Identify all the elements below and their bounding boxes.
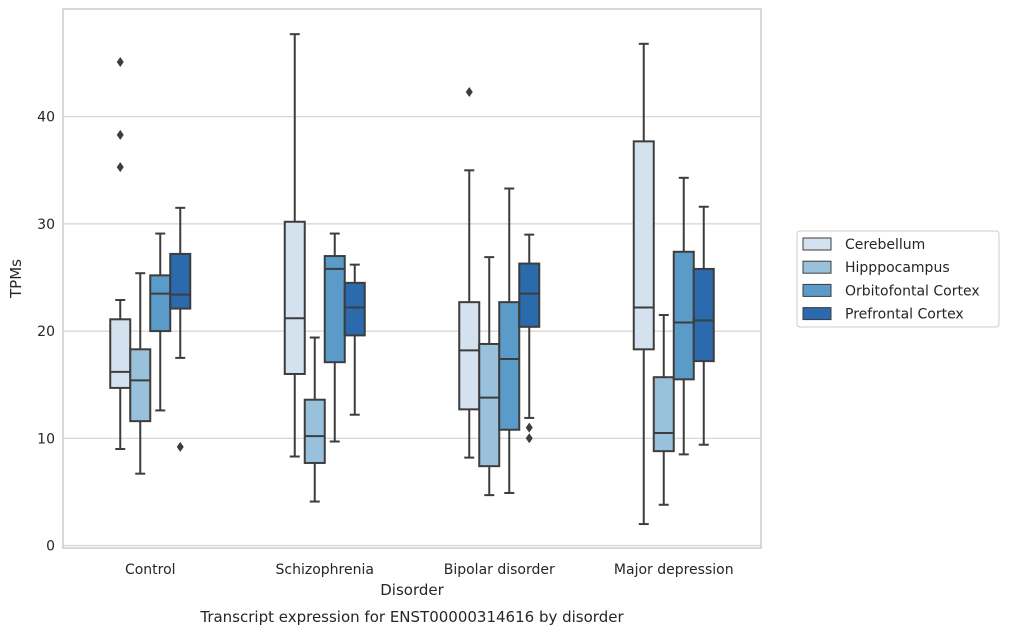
iqr-box: [283, 220, 306, 375]
legend-frame: [796, 230, 1000, 328]
iqr-box: [323, 255, 346, 364]
outlier-point: [525, 433, 533, 444]
outlier-point: [176, 441, 184, 452]
chart-caption: Transcript expression for ENST0000031461…: [199, 608, 624, 626]
iqr-box: [498, 301, 521, 431]
box-orbitofontal-cortex: [672, 176, 695, 456]
box-hipppocampus: [652, 314, 675, 506]
legend-swatch: [802, 260, 832, 274]
iqr-box: [518, 262, 541, 328]
box-cerebellum: [109, 57, 132, 451]
iqr-box: [343, 281, 366, 337]
outlier-point: [465, 87, 473, 98]
box-prefrontal-cortex: [343, 263, 366, 416]
outlier-point: [116, 57, 124, 68]
iqr-box: [149, 274, 172, 333]
box-prefrontal-cortex: [518, 233, 541, 444]
tick-labels: 0 10 20 30 40 Control Schizophrenia Bipolar dis…: [37, 110, 733, 578]
iqr-box: [632, 140, 655, 351]
box-hipppocampus: [303, 336, 326, 503]
box-cerebellum: [632, 42, 655, 526]
iqr-box: [652, 376, 675, 453]
legend-swatch: [802, 283, 832, 297]
legend-swatch: [802, 307, 832, 321]
y-tick-label: 0: [46, 539, 55, 555]
x-tick-label: Control: [125, 562, 176, 578]
box-hipppocampus: [129, 272, 152, 475]
y-tick-label: 30: [37, 217, 55, 233]
box-cerebellum: [283, 33, 306, 458]
iqr-box: [303, 398, 326, 464]
box-prefrontal-cortex: [692, 205, 715, 446]
legend-label: Orbitofontal Cortex: [845, 283, 980, 299]
plot-frame: [62, 8, 762, 549]
y-tick-label: 20: [37, 324, 55, 340]
box-prefrontal-cortex: [169, 206, 192, 452]
iqr-box: [692, 267, 715, 363]
x-tick-label: Schizophrenia: [276, 562, 374, 578]
legend-label: Hipppocampus: [845, 260, 950, 276]
iqr-box: [458, 301, 481, 411]
iqr-box: [129, 348, 152, 423]
outlier-point: [525, 422, 533, 433]
x-tick-label: Major depression: [614, 562, 734, 578]
x-tick-label: Bipolar disorder: [444, 562, 555, 578]
box-orbitofontal-cortex: [498, 187, 521, 494]
iqr-box: [478, 342, 501, 468]
legend: Cerebellum Hipppocampus Orbitofontal Corte…: [796, 230, 1000, 328]
box-orbitofontal-cortex: [149, 232, 172, 412]
outlier-point: [116, 129, 124, 140]
box-orbitofontal-cortex: [323, 232, 346, 443]
iqr-box: [672, 250, 695, 381]
legend-label: Cerebellum: [845, 237, 925, 253]
box-plots: [109, 33, 715, 526]
box-cerebellum: [458, 87, 481, 459]
legend-swatch: [802, 237, 832, 251]
x-axis-label: Disorder: [380, 581, 444, 599]
iqr-box: [169, 252, 192, 310]
iqr-box: [109, 318, 132, 389]
y-tick-label: 10: [37, 431, 55, 447]
outlier-point: [116, 162, 124, 173]
y-tick-label: 40: [37, 110, 55, 126]
y-axis-label: TPMs: [7, 259, 25, 299]
legend-label: Prefrontal Cortex: [845, 307, 964, 323]
box-hipppocampus: [478, 256, 501, 497]
